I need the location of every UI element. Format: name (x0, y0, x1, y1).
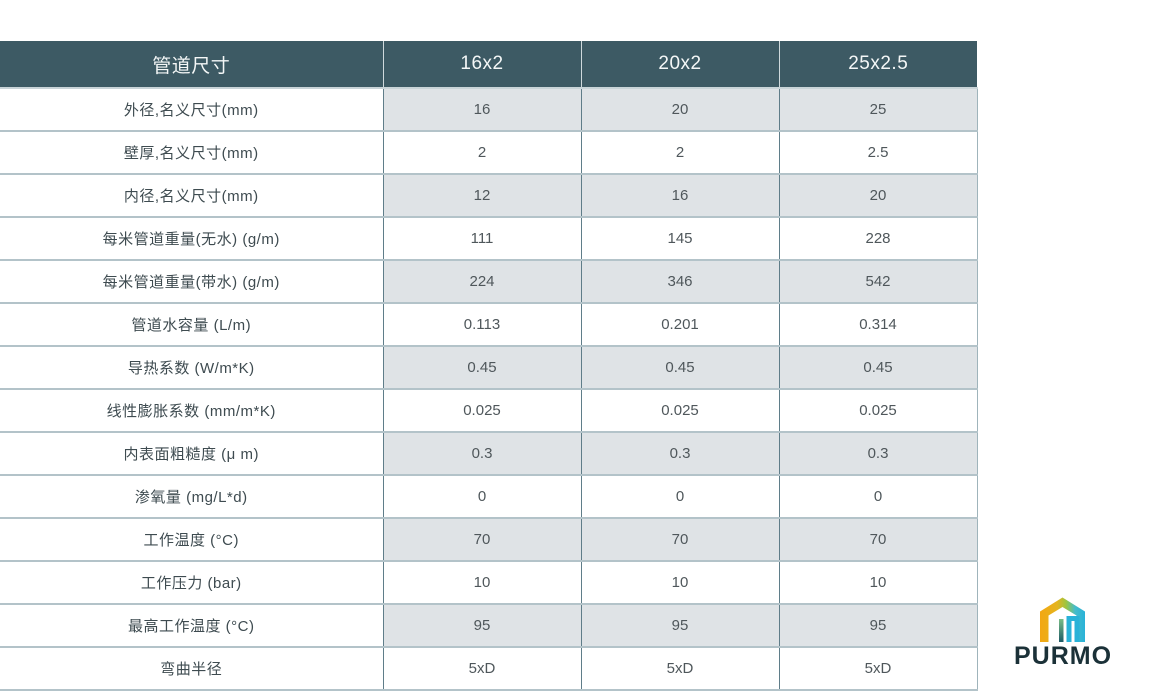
header-cell-20x2: 20x2 (580, 41, 779, 89)
value-cell: 0 (382, 475, 581, 519)
row-label: 工作压力 (bar) (0, 561, 383, 605)
table-row: 每米管道重量(无水) (g/m) 111 145 228 (0, 217, 978, 261)
table-row: 工作温度 (°C) 70 70 70 (0, 518, 978, 562)
row-label: 内径,名义尺寸(mm) (0, 174, 383, 218)
table-row: 工作压力 (bar) 10 10 10 (0, 561, 978, 605)
value-cell: 0.3 (778, 432, 978, 476)
value-cell: 70 (382, 518, 581, 562)
row-label: 外径,名义尺寸(mm) (0, 88, 383, 132)
row-label: 线性膨胀系数 (mm/m*K) (0, 389, 383, 433)
value-cell: 2 (580, 131, 779, 175)
value-cell: 111 (382, 217, 581, 261)
value-cell: 95 (778, 604, 978, 648)
table-row: 内表面粗糙度 (μ m) 0.3 0.3 0.3 (0, 432, 978, 476)
table-row: 管道水容量 (L/m) 0.113 0.201 0.314 (0, 303, 978, 347)
value-cell: 95 (382, 604, 581, 648)
row-label: 每米管道重量(无水) (g/m) (0, 217, 383, 261)
value-cell: 0.025 (580, 389, 779, 433)
table-row: 最高工作温度 (°C) 95 95 95 (0, 604, 978, 648)
value-cell: 0.3 (580, 432, 779, 476)
row-label: 最高工作温度 (°C) (0, 604, 383, 648)
purmo-logo: PURMO (1005, 594, 1121, 669)
value-cell: 16 (580, 174, 779, 218)
value-cell: 0.201 (580, 303, 779, 347)
value-cell: 0.025 (778, 389, 978, 433)
value-cell: 346 (580, 260, 779, 304)
purmo-wordmark: PURMO (1013, 642, 1113, 670)
table-row: 弯曲半径 5xD 5xD 5xD (0, 647, 978, 691)
header-cell-16x2: 16x2 (382, 41, 581, 89)
table-row: 内径,名义尺寸(mm) 12 16 20 (0, 174, 978, 218)
value-cell: 70 (580, 518, 779, 562)
value-cell: 20 (580, 88, 779, 132)
value-cell: 10 (778, 561, 978, 605)
value-cell: 0.45 (580, 346, 779, 390)
value-cell: 16 (382, 88, 581, 132)
value-cell: 542 (778, 260, 978, 304)
table-row: 线性膨胀系数 (mm/m*K) 0.025 0.025 0.025 (0, 389, 978, 433)
value-cell: 95 (580, 604, 779, 648)
value-cell: 20 (778, 174, 978, 218)
header-cell-pipe-size: 管道尺寸 (0, 41, 383, 89)
value-cell: 10 (382, 561, 581, 605)
row-label: 工作温度 (°C) (0, 518, 383, 562)
table-row: 外径,名义尺寸(mm) 16 20 25 (0, 88, 978, 132)
value-cell: 0.45 (778, 346, 978, 390)
value-cell: 0.025 (382, 389, 581, 433)
pipe-spec-table: 管道尺寸 16x2 20x2 25x2.5 外径,名义尺寸(mm) 16 20 25 壁… (0, 41, 978, 691)
table-row: 渗氧量 (mg/L*d) 0 0 0 (0, 475, 978, 519)
row-label: 每米管道重量(带水) (g/m) (0, 260, 383, 304)
house-icon (1040, 597, 1085, 642)
value-cell: 145 (580, 217, 779, 261)
value-cell: 25 (778, 88, 978, 132)
row-label: 内表面粗糙度 (μ m) (0, 432, 383, 476)
value-cell: 0.45 (382, 346, 581, 390)
row-label: 导热系数 (W/m*K) (0, 346, 383, 390)
value-cell: 12 (382, 174, 581, 218)
value-cell: 224 (382, 260, 581, 304)
row-label: 渗氧量 (mg/L*d) (0, 475, 383, 519)
table-row: 导热系数 (W/m*K) 0.45 0.45 0.45 (0, 346, 978, 390)
value-cell: 228 (778, 217, 978, 261)
row-label: 壁厚,名义尺寸(mm) (0, 131, 383, 175)
header-cell-25x2.5: 25x2.5 (778, 41, 977, 89)
row-label: 管道水容量 (L/m) (0, 303, 383, 347)
value-cell: 70 (778, 518, 978, 562)
value-cell: 5xD (580, 647, 779, 691)
row-label: 弯曲半径 (0, 647, 383, 691)
value-cell: 0 (580, 475, 779, 519)
value-cell: 5xD (382, 647, 581, 691)
table-row: 每米管道重量(带水) (g/m) 224 346 542 (0, 260, 978, 304)
value-cell: 0 (778, 475, 978, 519)
value-cell: 2 (382, 131, 581, 175)
value-cell: 10 (580, 561, 779, 605)
value-cell: 5xD (778, 647, 978, 691)
value-cell: 2.5 (778, 131, 978, 175)
value-cell: 0.314 (778, 303, 978, 347)
value-cell: 0.113 (382, 303, 581, 347)
header-row: 管道尺寸 16x2 20x2 25x2.5 (0, 41, 977, 89)
value-cell: 0.3 (382, 432, 581, 476)
table-row: 壁厚,名义尺寸(mm) 2 2 2.5 (0, 131, 978, 175)
pipe-spec-table-wrap: 管道尺寸 16x2 20x2 25x2.5 外径,名义尺寸(mm) 16 20 25 壁… (0, 41, 978, 691)
